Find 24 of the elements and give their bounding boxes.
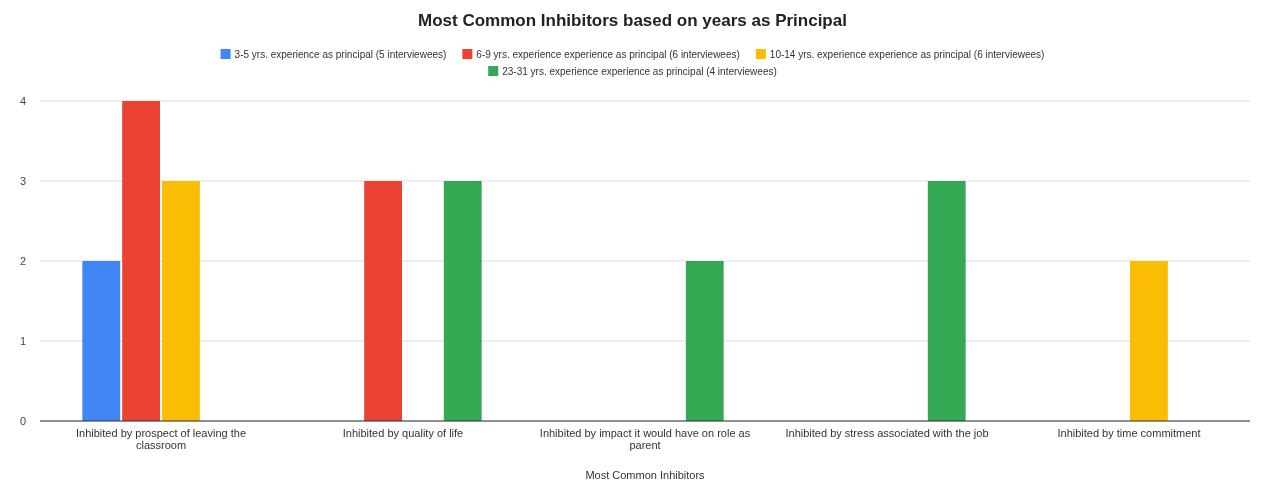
x-tick-label: Inhibited by stress associated with the job	[785, 426, 989, 439]
x-tick-label: Inhibited by prospect of leaving the classroom	[75, 426, 247, 451]
chart-title: Most Common Inhibitors based on years as Principal	[418, 11, 847, 30]
legend-label: 3-5 yrs. experience as principal (5 interviewees)	[234, 49, 447, 60]
bar	[364, 181, 402, 421]
x-tick-label: Inhibited by time commitment	[1057, 426, 1201, 439]
legend-label: 6-9 yrs. experience experience as principal (6 interviewees)	[476, 49, 740, 60]
y-tick-label: 0	[19, 415, 26, 428]
x-tick-label: Inhibited by quality of life	[342, 426, 464, 439]
y-tick-label: 3	[19, 175, 26, 188]
bar	[1130, 261, 1168, 421]
legend-label: 23-31 yrs. experience experience as principal (4 interviewees)	[502, 66, 777, 77]
x-axis-title: Most Common Inhibitors	[585, 469, 706, 481]
bar	[162, 181, 200, 421]
bar	[685, 261, 724, 421]
y-tick-label: 4	[19, 95, 26, 108]
bar	[443, 181, 482, 421]
x-tick-label: Inhibited by impact it would have on role as parent	[539, 426, 751, 451]
y-tick-label: 1	[19, 335, 26, 348]
legend-label: 10-14 yrs. experience experience as principal (6 interviewees)	[769, 49, 1045, 60]
bar	[122, 101, 160, 421]
bar	[927, 181, 966, 421]
y-tick-label: 2	[19, 255, 26, 268]
bar	[82, 261, 121, 421]
